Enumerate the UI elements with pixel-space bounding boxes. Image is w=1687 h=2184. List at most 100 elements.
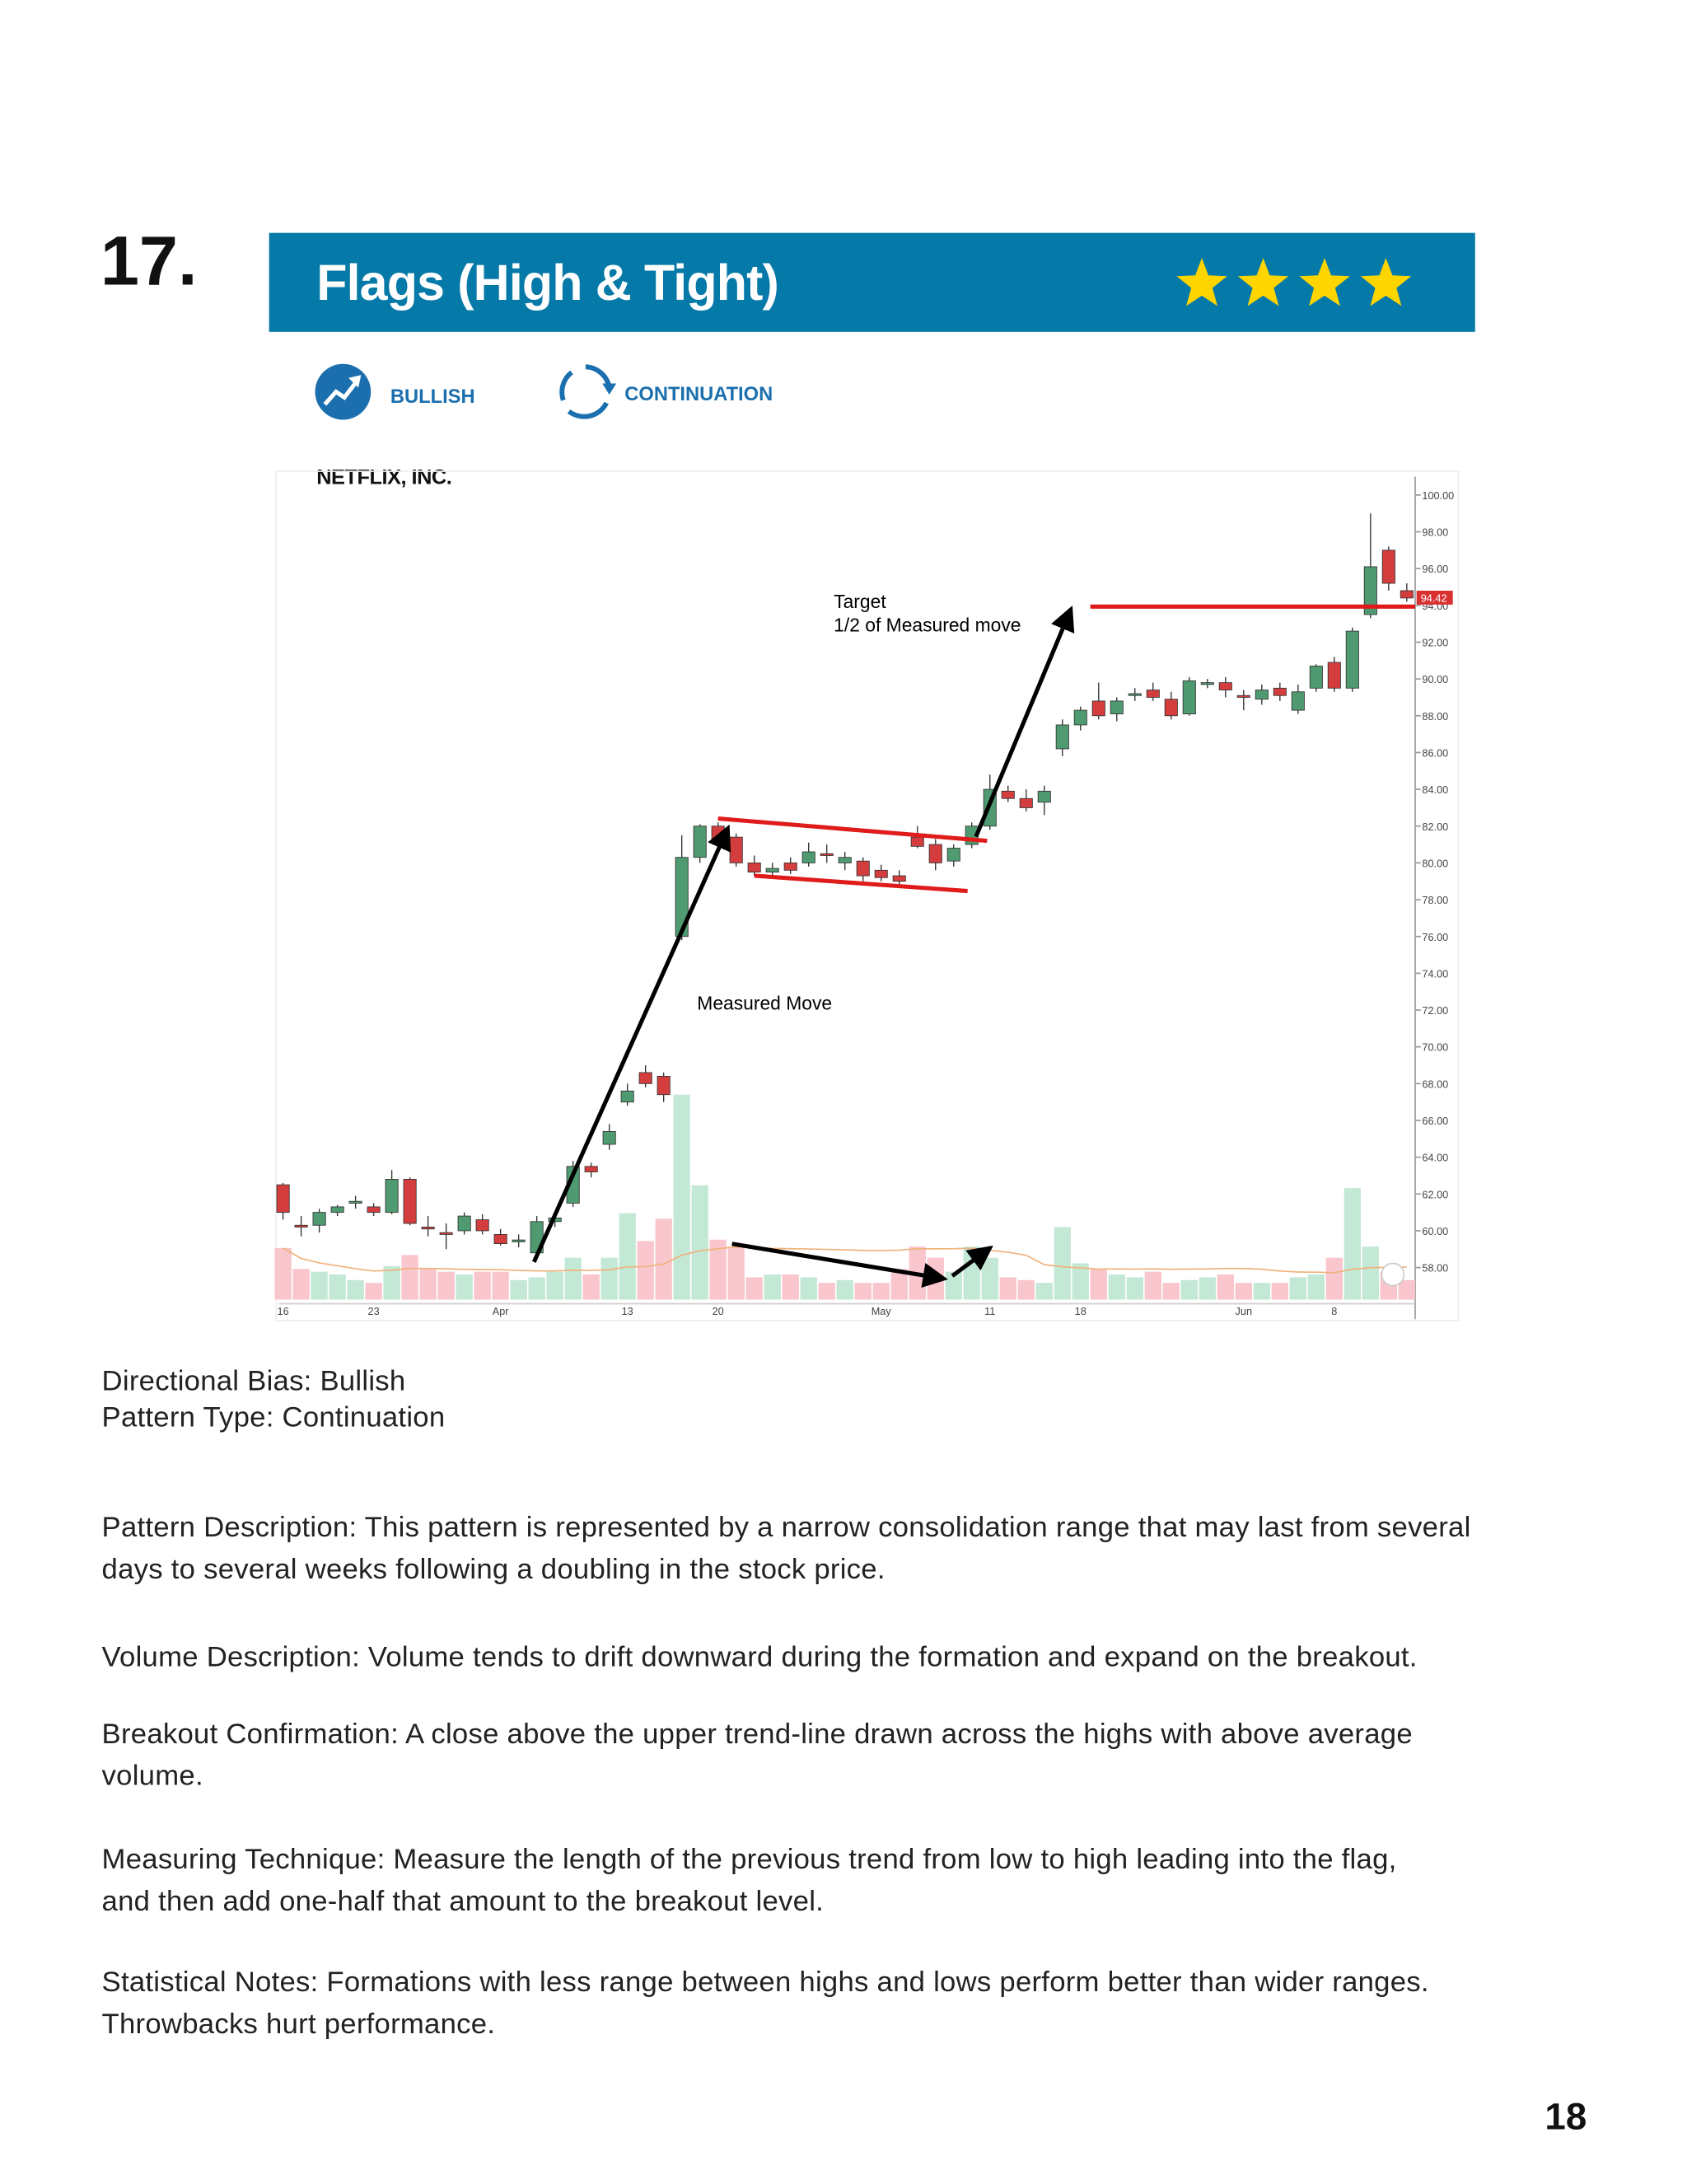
y-tick-label: 86.00 (1422, 748, 1448, 760)
volume-bar (383, 1265, 400, 1300)
candle-body (892, 875, 906, 882)
chart-title: NETFLIX, INC. (316, 465, 452, 490)
volume-bar (510, 1279, 527, 1300)
candle-body (910, 836, 924, 847)
rating-stars (1176, 258, 1412, 306)
x-tick-label: 11 (984, 1306, 995, 1317)
trend-line (717, 816, 988, 844)
paragraph: Statistical Notes: Formations with less … (102, 1967, 1429, 2049)
banner: Flags (High & Tight) (269, 232, 1475, 332)
y-tick-label: 62.00 (1422, 1189, 1448, 1200)
candle-body (657, 1075, 671, 1096)
candle-body (1273, 687, 1287, 696)
candle-body (1019, 797, 1033, 808)
candle-body (1110, 700, 1124, 714)
y-tick-label: 90.00 (1422, 674, 1448, 685)
y-tick-label: 68.00 (1422, 1078, 1448, 1090)
star (1299, 258, 1350, 306)
y-tick-label: 92.00 (1422, 638, 1448, 649)
volume-bar (1362, 1246, 1379, 1300)
volume-bar (1180, 1279, 1198, 1300)
candle-body (1164, 699, 1178, 717)
annotation: 1/2 of Measured move (834, 615, 1021, 636)
candle-body (367, 1206, 381, 1214)
text-line: Volume Description: Volume tends to drif… (101, 1641, 1418, 1674)
volume-bar (1017, 1279, 1035, 1300)
x-tick-label: Jun (1236, 1306, 1252, 1317)
volume-bar (637, 1241, 654, 1300)
annotation: Target (834, 591, 886, 612)
x-tick-label: 13 (622, 1306, 633, 1317)
volume-bar (800, 1277, 817, 1300)
candle-body (475, 1219, 489, 1232)
volume-bar (655, 1218, 672, 1300)
volume-bar (1307, 1274, 1325, 1300)
candle-body (1146, 690, 1160, 698)
y-tick-label: 66.00 (1422, 1115, 1448, 1127)
candle-body (874, 869, 888, 878)
candle-body (276, 1184, 290, 1214)
volume-bar (1217, 1274, 1234, 1300)
page-number: 18 (1544, 2095, 1587, 2138)
volume-bar (1325, 1257, 1343, 1300)
volume-bar (546, 1271, 563, 1300)
x-tick-label: 8 (1331, 1306, 1337, 1317)
volume-bar (727, 1246, 745, 1300)
volume-bar (782, 1274, 799, 1300)
volume-bar (365, 1283, 382, 1300)
candle-body (1400, 590, 1414, 599)
volume-bar (691, 1185, 708, 1300)
paragraph: Volume Description: Volume tends to drif… (102, 1641, 1418, 1682)
y-tick-label: 82.00 (1422, 821, 1448, 833)
candle-body (1363, 566, 1377, 615)
candle-body (1218, 682, 1232, 690)
y-tick-label: 76.00 (1422, 932, 1448, 943)
volume-bar (582, 1274, 600, 1300)
candle-body (1381, 550, 1395, 584)
x-tick-label: May (872, 1306, 892, 1317)
volume-bar (999, 1277, 1016, 1300)
volume-average (283, 1246, 1407, 1274)
last-price-box (1416, 590, 1453, 605)
candle-body (1255, 690, 1269, 700)
volume-bar (274, 1247, 292, 1300)
candle-body (312, 1212, 326, 1226)
text-line: volume. (101, 1759, 203, 1792)
volume-bar (872, 1283, 890, 1300)
candle-body (1200, 682, 1214, 685)
y-tick-label: 80.00 (1422, 858, 1448, 869)
volume-bar (329, 1274, 346, 1300)
candle-body (1073, 709, 1087, 726)
x-tick-label: 16 (278, 1306, 289, 1317)
text-line: Statistical Notes: Formations with less … (101, 1966, 1429, 1999)
candle-body (620, 1090, 634, 1103)
candle-body (1182, 680, 1196, 714)
arrow (951, 1245, 993, 1278)
volume-bar (1108, 1274, 1125, 1300)
y-tick-label: 70.00 (1422, 1042, 1448, 1054)
candle-body (493, 1233, 507, 1245)
volume-bar (600, 1257, 618, 1300)
volume-bar (836, 1279, 853, 1300)
candle-body (820, 853, 834, 856)
x-tick-label: Apr (493, 1306, 510, 1317)
candle-body (602, 1130, 616, 1145)
volume-bar (347, 1279, 364, 1300)
candle-body (856, 860, 870, 877)
candle-body (584, 1166, 598, 1172)
arrow (974, 605, 1075, 838)
last-price-label: 94.42 (1421, 593, 1447, 605)
y-tick-label: 58.00 (1422, 1263, 1448, 1274)
volume-bar (1398, 1279, 1415, 1300)
volume-bar (818, 1283, 835, 1300)
volume-bar (673, 1094, 690, 1300)
y-tick-label: 78.00 (1422, 895, 1448, 906)
x-tick-label: 18 (1075, 1306, 1087, 1317)
candle-body (457, 1215, 471, 1232)
candle-body (385, 1179, 399, 1214)
volume-bar (1271, 1283, 1288, 1300)
candle-body (1309, 666, 1323, 689)
volume-bar (1090, 1269, 1107, 1300)
paragraph: Directional Bias: Bullish Pattern Type: C… (102, 1363, 446, 1436)
